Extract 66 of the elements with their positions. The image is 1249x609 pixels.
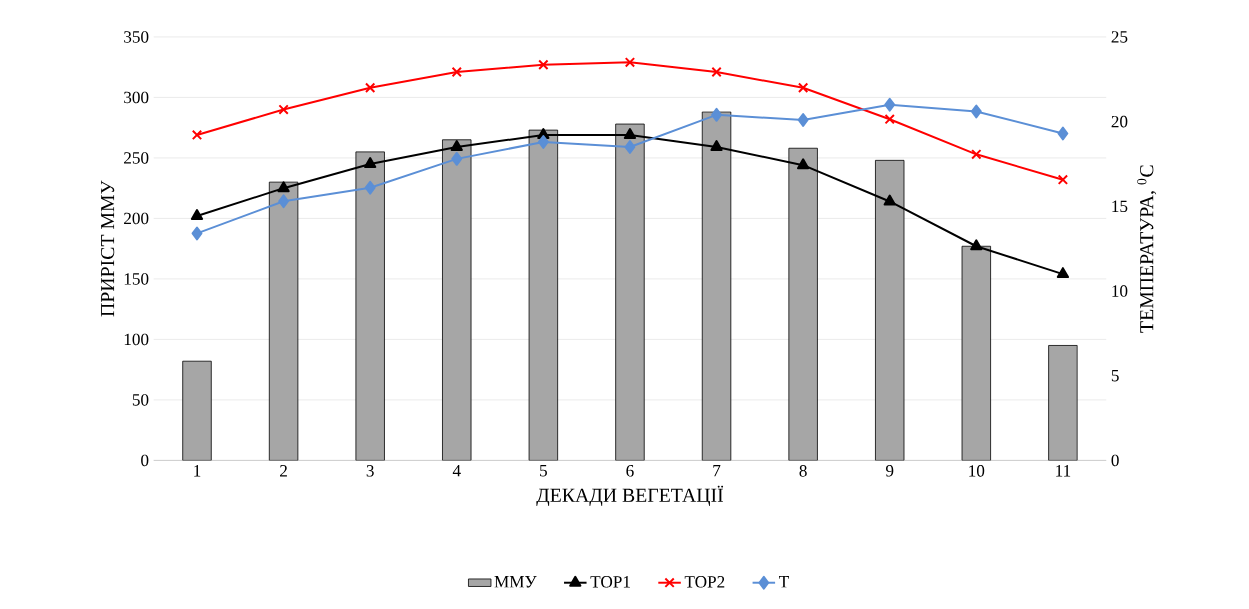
legend-label: ММУ [494,575,537,588]
x-tick-label: 9 [886,464,894,477]
y-tick-label: 200 [124,212,149,224]
point [364,156,377,168]
point [191,129,203,140]
point [970,239,983,250]
point [1057,126,1069,141]
point [884,97,896,112]
y-tick-label: 250 [124,151,149,164]
point [797,82,809,93]
y2-tick-label: 15 [1112,200,1128,212]
y2-tick-label: 25 [1111,30,1128,43]
x-tick-label: 3 [366,464,374,477]
y2-tick-label: 0 [1111,454,1119,466]
point [278,104,289,115]
point [364,180,376,195]
legend-label: Т [779,575,789,588]
point [1057,174,1069,185]
bar [182,360,212,461]
y-tick-label: 150 [124,272,149,285]
point [190,208,204,220]
legend-label: ТОР2 [684,575,725,588]
y-tick-label: 350 [124,30,149,43]
point [710,139,723,151]
point [624,56,636,68]
legend-label: ТОР1 [590,575,630,588]
x-tick-label: 2 [280,464,287,477]
point [191,226,203,241]
bar [1048,344,1078,461]
point [1056,266,1070,278]
point [538,59,549,70]
x-tick-label: 11 [1056,464,1071,477]
point [884,113,895,125]
x-tick-label: 1 [194,464,201,477]
point [883,194,896,206]
y-tick-label: 0 [141,454,149,466]
point [623,127,637,139]
y-axis-title: ПРИРІСТ ММУ [100,180,115,317]
point [364,82,376,93]
x-tick-label: 4 [452,464,461,477]
point [277,181,290,192]
y2-tick-label: 10 [1112,285,1128,297]
y-tick-label: 300 [124,91,149,103]
point [537,134,549,149]
point [797,112,809,127]
x-axis-title: ДЕКАДИ ВЕГЕТАЦІЇ [536,485,724,506]
x-tick-label: 6 [626,464,634,477]
point [451,66,462,77]
x-tick-label: 5 [540,464,547,477]
point [624,139,636,154]
point [278,194,290,208]
point [711,107,722,122]
x-tick-label: 10 [969,464,985,477]
y2-tick-label: 5 [1111,369,1119,382]
point [971,148,982,160]
x-tick-label: 7 [713,464,721,477]
x-tick-label: 8 [799,464,807,477]
y-tick-label: 100 [124,333,149,345]
point [451,151,463,166]
y2-axis-title: ТЕМПЕРАТУРА, $^{0}$С [1137,165,1157,333]
y2-tick-label: 20 [1111,115,1128,128]
point [450,139,463,151]
point [711,66,722,77]
point [970,104,982,119]
point [797,158,810,169]
y-tick-label: 50 [132,393,149,406]
